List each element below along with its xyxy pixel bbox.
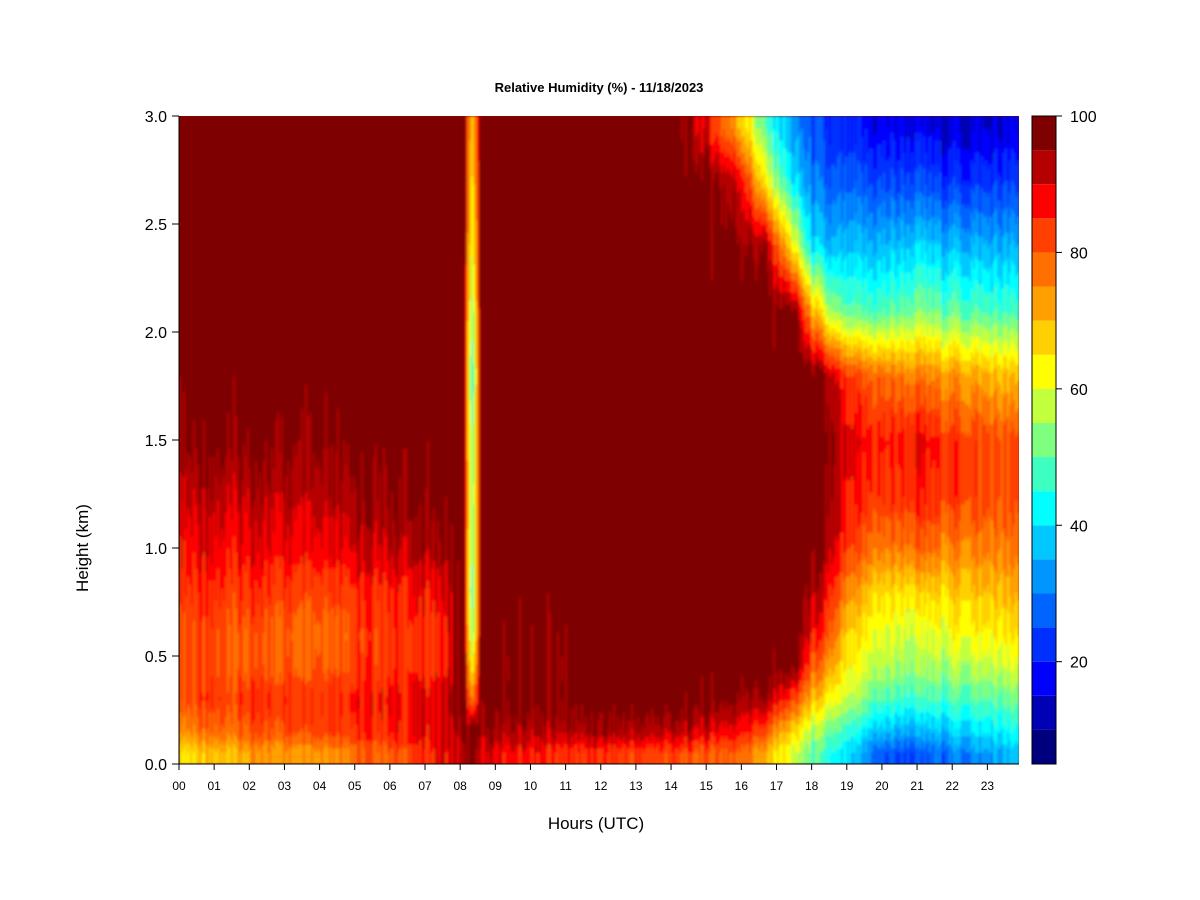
- heatmap-cells: [179, 116, 1020, 765]
- plot-area: [179, 116, 1020, 765]
- chart-title: Relative Humidity (%) - 11/18/2023: [495, 80, 704, 95]
